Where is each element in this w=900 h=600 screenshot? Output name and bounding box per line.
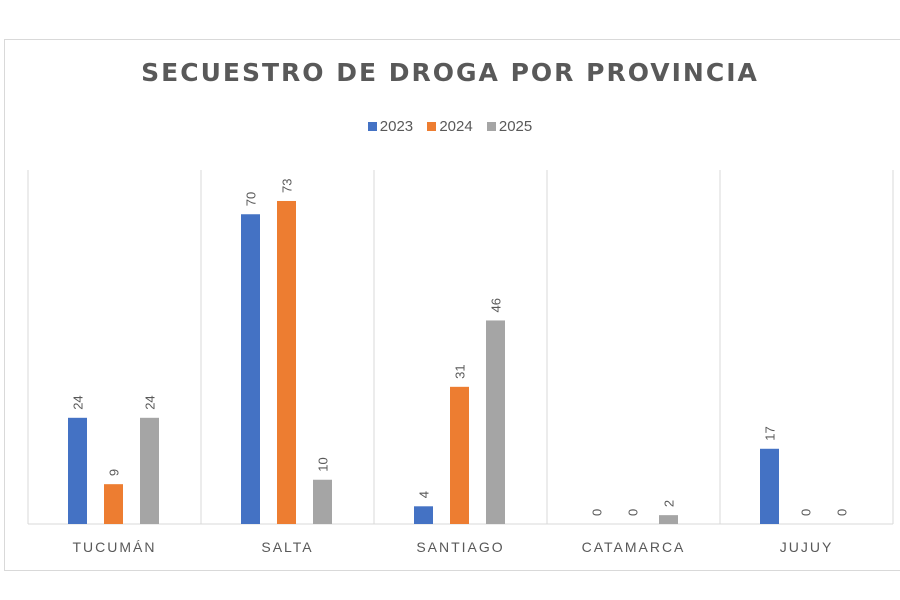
data-label: 2 [662,500,677,507]
chart-frame [4,39,900,571]
legend-swatch [367,122,377,131]
legend-item-2025: 2025 [486,118,533,135]
data-label: 70 [244,192,259,206]
legend-item-2023: 2023 [367,118,414,135]
data-label: 0 [799,509,814,516]
legend-swatch [486,122,496,131]
data-label: 0 [590,509,605,516]
bar-2025 [140,417,159,524]
bar-2025 [486,320,505,524]
x-tick-label: JUJUY [780,539,834,555]
data-label: 0 [626,509,641,516]
x-tick-label: CATAMARCA [582,539,686,555]
bar-2024 [104,484,123,524]
legend-label: 2023 [379,118,414,135]
bar-2024 [277,200,296,524]
data-label: 31 [453,364,468,378]
data-label: 4 [417,491,432,498]
legend-swatch [427,122,437,131]
data-label: 9 [107,469,122,476]
legend-item-2024: 2024 [427,118,473,135]
data-label: 10 [316,457,331,471]
legend: 2023 2024 2025 [0,118,900,135]
bar-2025 [659,515,678,524]
x-tick-label: SALTA [261,539,313,555]
data-label: 24 [143,395,158,409]
data-label: 73 [280,179,295,193]
data-label: 17 [763,426,778,440]
bar-2023 [241,214,260,524]
x-tick-label: TUCUMÁN [73,539,157,555]
bar-2023 [760,448,779,524]
bar-2024 [450,386,469,524]
bar-2023 [414,506,433,524]
x-tick-label: SANTIAGO [416,539,504,555]
data-label: 24 [71,395,86,409]
data-label: 46 [489,298,504,312]
chart-title: SECUESTRO DE DROGA POR PROVINCIA [141,58,759,87]
bar-2023 [68,417,87,524]
bar-2025 [313,479,332,524]
data-label: 0 [835,509,850,516]
legend-label: 2024 [439,118,473,135]
legend-label: 2025 [498,118,533,135]
